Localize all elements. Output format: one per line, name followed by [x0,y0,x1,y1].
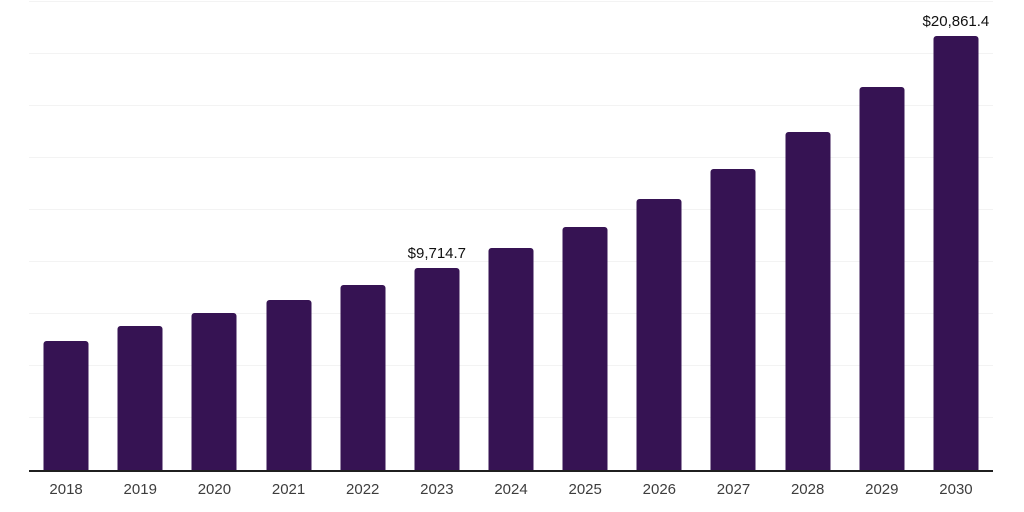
x-tick-2020: 2020 [197,481,232,498]
bar-2026 [636,198,682,470]
x-tick-2026: 2026 [642,481,677,498]
x-tick-2024: 2024 [494,481,528,498]
band-2018 [29,2,103,470]
bar-2025 [562,226,608,470]
bar-2024 [488,247,534,470]
bar-2022 [340,284,386,470]
band-2028 [771,2,845,470]
bar-2020 [191,312,237,470]
band-2026 [622,2,696,470]
bar-2019 [117,325,163,470]
bar-2018 [43,341,89,470]
x-tick-2025: 2025 [568,481,602,498]
band-2029 [845,2,919,470]
bar-2021 [266,299,312,470]
x-tick-2019: 2019 [123,481,157,498]
x-tick-2022: 2022 [346,481,380,498]
bar-2028 [785,132,831,470]
gridline-17500 [29,105,993,106]
band-2024 [474,2,548,470]
band-2019 [103,2,177,470]
bar-2030 [933,36,979,470]
x-tick-2021: 2021 [271,481,306,498]
bar-2023 [414,267,460,470]
bar-2027 [710,169,756,470]
band-2021 [251,2,325,470]
value-label-2030: $20,861.4 [922,13,990,31]
gridline-12500 [29,209,993,210]
x-tick-2027: 2027 [716,481,751,498]
x-tick-2023: 2023 [420,481,454,498]
value-label-2023: $9,714.7 [407,244,467,262]
band-2030: $20,861.4 [919,2,993,470]
plot-area: $9,714.7 $20,861.4 [29,1,993,472]
gridline-22500 [29,1,993,2]
x-tick-2028: 2028 [790,481,825,498]
x-tick-2030: 2030 [939,481,973,498]
x-tick-2018: 2018 [49,481,83,498]
bar-2029 [859,86,905,470]
x-tick-2029: 2029 [865,481,899,498]
gridline-15000 [29,157,993,158]
band-2023: $9,714.7 [400,2,474,470]
band-2027 [696,2,770,470]
band-2025 [548,2,622,470]
band-2020 [177,2,251,470]
x-axis-labels: 2018 2019 2020 2021 2022 2023 2024 2025 2026 2027… [29,481,993,498]
band-2022 [326,2,400,470]
gridline-20000 [29,53,993,54]
